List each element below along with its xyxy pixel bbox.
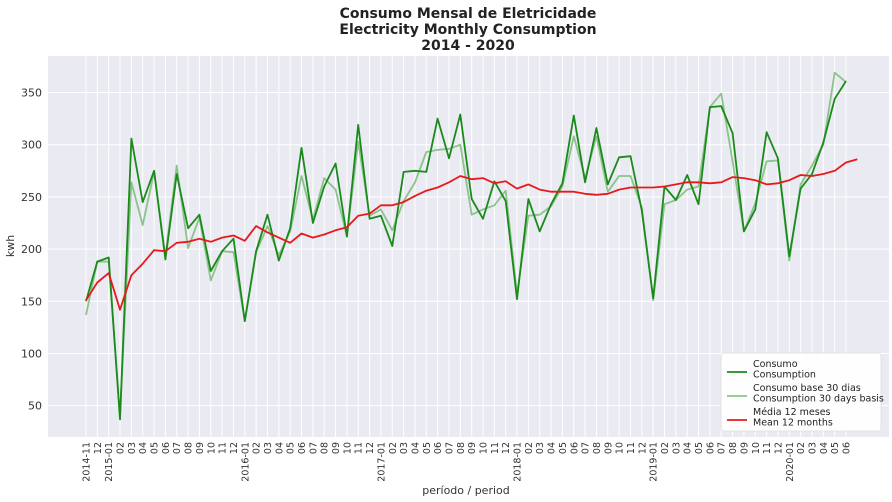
x-tick-label: 03 xyxy=(807,442,818,454)
series-line-2 xyxy=(85,158,858,311)
x-tick-label: 03 xyxy=(535,442,546,454)
x-tick-label: 09 xyxy=(603,442,614,454)
x-tick-label: 2014-11 xyxy=(82,442,93,482)
x-tick-label: 04 xyxy=(547,442,558,454)
x-tick-label: 08 xyxy=(320,442,331,454)
legend-box xyxy=(720,352,882,432)
grid xyxy=(48,56,889,437)
x-tick-label: 11 xyxy=(354,442,365,454)
x-tick-label: 09 xyxy=(195,442,206,454)
legend-label-2: Média 12 meses Mean 12 months xyxy=(753,407,833,429)
x-tick-label: 04 xyxy=(683,442,694,454)
x-tick-label: 2016-01 xyxy=(240,442,251,482)
x-tick-label: 10 xyxy=(615,442,626,454)
series-line-0 xyxy=(85,80,847,421)
x-tick-label: 06 xyxy=(297,442,308,454)
x-tick-label: 09 xyxy=(331,442,342,454)
legend-label-1: Consumo base 30 dias Consumption 30 days … xyxy=(753,383,884,405)
x-tick-label: 11 xyxy=(490,442,501,454)
chart-title-line-2: Electricity Monthly Consumption xyxy=(339,22,596,38)
y-tick-labels: 50 100 150 200 250 300 350 xyxy=(21,87,42,413)
x-tick-label: 03 xyxy=(127,442,138,454)
x-tick-label: 02 xyxy=(660,442,671,454)
x-tick-label: 04 xyxy=(274,442,285,454)
x-tick-label: 12 xyxy=(365,442,376,454)
x-tick-label: 12 xyxy=(229,442,240,454)
x-axis-label: período / period xyxy=(422,484,510,497)
x-tick-label: 2018-01 xyxy=(513,442,524,482)
x-tick-label: 08 xyxy=(592,442,603,454)
x-tick-label: 07 xyxy=(581,442,592,454)
x-tick-label: 08 xyxy=(184,442,195,454)
x-tick-label: 07 xyxy=(308,442,319,454)
series-line-1 xyxy=(85,71,847,417)
x-tick-label: 12 xyxy=(773,442,784,454)
x-tick-label: 10 xyxy=(751,442,762,454)
series-layer xyxy=(85,71,858,421)
y-tick-label: 300 xyxy=(21,139,42,152)
legend-label-0: Consumo Consumption xyxy=(753,359,816,381)
x-tick-label: 09 xyxy=(739,442,750,454)
x-tick-label: 04 xyxy=(819,442,830,454)
y-tick-label: 50 xyxy=(28,400,42,413)
y-tick-label: 100 xyxy=(21,347,42,360)
x-tick-label: 08 xyxy=(728,442,739,454)
x-tick-label: 02 xyxy=(524,442,535,454)
x-tick-label: 2019-01 xyxy=(649,442,660,482)
x-tick-label: 10 xyxy=(342,442,353,454)
chart-title-line-1: Consumo Mensal de Eletricidade xyxy=(340,6,597,22)
x-tick-label: 05 xyxy=(150,442,161,454)
x-tick-label: 05 xyxy=(694,442,705,454)
x-tick-label: 12 xyxy=(637,442,648,454)
x-tick-label: 11 xyxy=(762,442,773,454)
y-tick-label: 250 xyxy=(21,191,42,204)
x-tick-label: 07 xyxy=(717,442,728,454)
x-tick-label: 03 xyxy=(671,442,682,454)
x-tick-label: 05 xyxy=(558,442,569,454)
x-tick-label: 06 xyxy=(569,442,580,454)
x-tick-label: 06 xyxy=(705,442,716,454)
x-tick-label: 05 xyxy=(422,442,433,454)
x-tick-label: 10 xyxy=(479,442,490,454)
x-tick-label: 02 xyxy=(388,442,399,454)
y-axis-label: kwh xyxy=(4,235,17,257)
chart-title-line-3: 2014 - 2020 xyxy=(421,38,515,54)
x-tick-label: 03 xyxy=(399,442,410,454)
x-tick-label: 12 xyxy=(93,442,104,454)
x-tick-label: 04 xyxy=(138,442,149,454)
x-tick-label: 2015-01 xyxy=(104,442,115,482)
x-tick-label: 06 xyxy=(433,442,444,454)
x-tick-label: 06 xyxy=(842,442,853,454)
y-tick-label: 150 xyxy=(21,295,42,308)
x-tick-label: 07 xyxy=(444,442,455,454)
x-tick-label: 02 xyxy=(252,442,263,454)
x-tick-label: 12 xyxy=(501,442,512,454)
x-tick-label: 05 xyxy=(830,442,841,454)
x-tick-label: 2020-01 xyxy=(785,442,796,482)
x-tick-label: 09 xyxy=(467,442,478,454)
x-tick-labels: 2014-11 12 2015-01 02 03 04 05 06 07 08 09 10 11 12 20… xyxy=(82,442,853,482)
y-tick-label: 200 xyxy=(21,243,42,256)
x-tick-label: 03 xyxy=(263,442,274,454)
x-tick-label: 02 xyxy=(796,442,807,454)
x-tick-label: 11 xyxy=(218,442,229,454)
x-tick-label: 08 xyxy=(456,442,467,454)
x-tick-label: 02 xyxy=(116,442,127,454)
x-tick-label: 10 xyxy=(206,442,217,454)
x-tick-label: 06 xyxy=(161,442,172,454)
x-tick-label: 07 xyxy=(172,442,183,454)
x-tick-label: 11 xyxy=(626,442,637,454)
x-tick-label: 04 xyxy=(410,442,421,454)
x-tick-label: 2017-01 xyxy=(376,442,387,482)
y-tick-label: 350 xyxy=(21,87,42,100)
x-tick-label: 05 xyxy=(286,442,297,454)
